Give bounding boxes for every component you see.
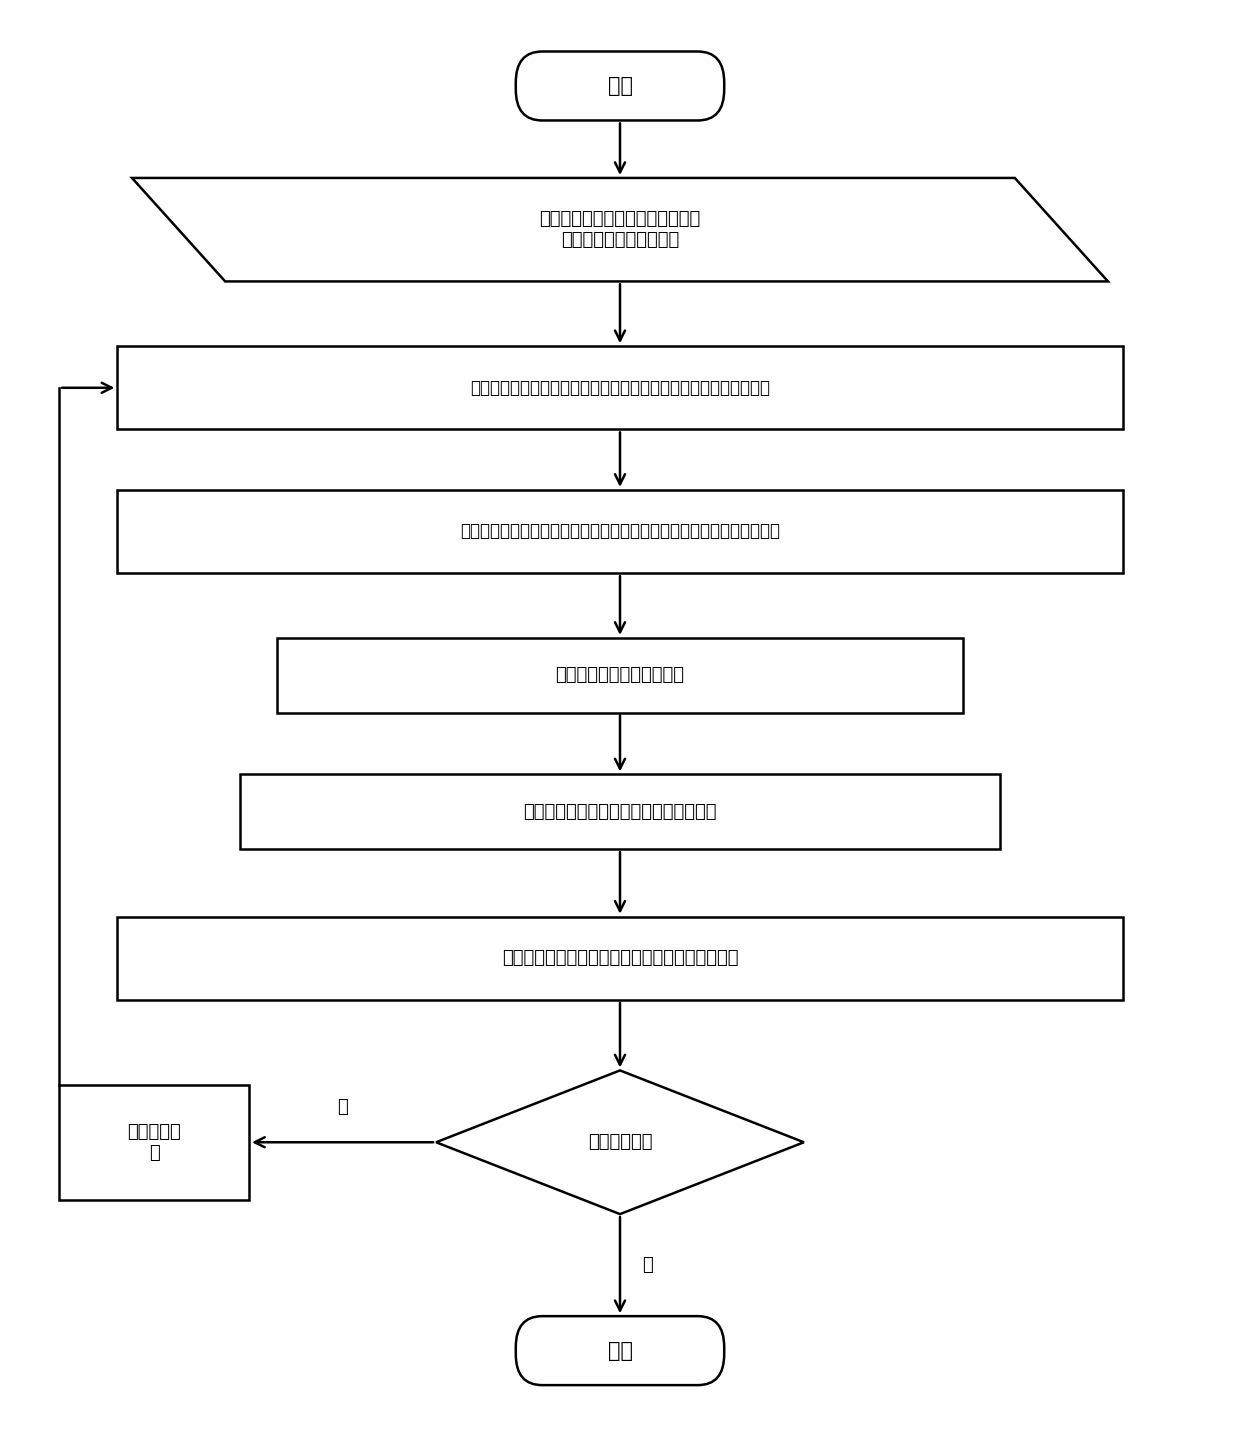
Bar — [60, 1085, 249, 1200]
FancyBboxPatch shape — [516, 51, 724, 120]
Text: 是: 是 — [642, 1257, 652, 1274]
Text: 求解网格部分的非对流部分的压力泊松方程，更新网格的下个时间步的值: 求解网格部分的非对流部分的压力泊松方程，更新网格的下个时间步的值 — [460, 522, 780, 540]
Polygon shape — [131, 178, 1109, 281]
FancyBboxPatch shape — [516, 1316, 724, 1386]
Text: 根据粒子的位置计算界面附近的网格的颜色函数值: 根据粒子的位置计算界面附近的网格的颜色函数值 — [502, 949, 738, 968]
Text: 确定计算区域，输入计算的物性参
数，以及相应的边界条件: 确定计算区域，输入计算的物性参 数，以及相应的边界条件 — [539, 210, 701, 250]
Text: 下一个时间
步: 下一个时间 步 — [128, 1123, 181, 1162]
Bar — [118, 347, 1122, 429]
Text: 结束: 结束 — [608, 1341, 632, 1361]
Bar — [118, 490, 1122, 573]
Bar — [118, 917, 1122, 1000]
Polygon shape — [436, 1071, 804, 1214]
Text: 粒子部分修正计算，得到新的粒子的位置: 粒子部分修正计算，得到新的粒子的位置 — [523, 802, 717, 821]
Text: 使用约束插值守恒的半拉格朗日方法方法求解欧拉部分的对流方程组: 使用约束插值守恒的半拉格朗日方法方法求解欧拉部分的对流方程组 — [470, 379, 770, 396]
Bar — [239, 775, 1001, 849]
Text: 开始: 开始 — [608, 75, 632, 96]
Text: 达到模拟时间: 达到模拟时间 — [588, 1133, 652, 1151]
Text: 网格部分的速度传递给粒子: 网格部分的速度传递给粒子 — [556, 666, 684, 685]
Text: 否: 否 — [337, 1098, 348, 1116]
Bar — [277, 638, 963, 712]
